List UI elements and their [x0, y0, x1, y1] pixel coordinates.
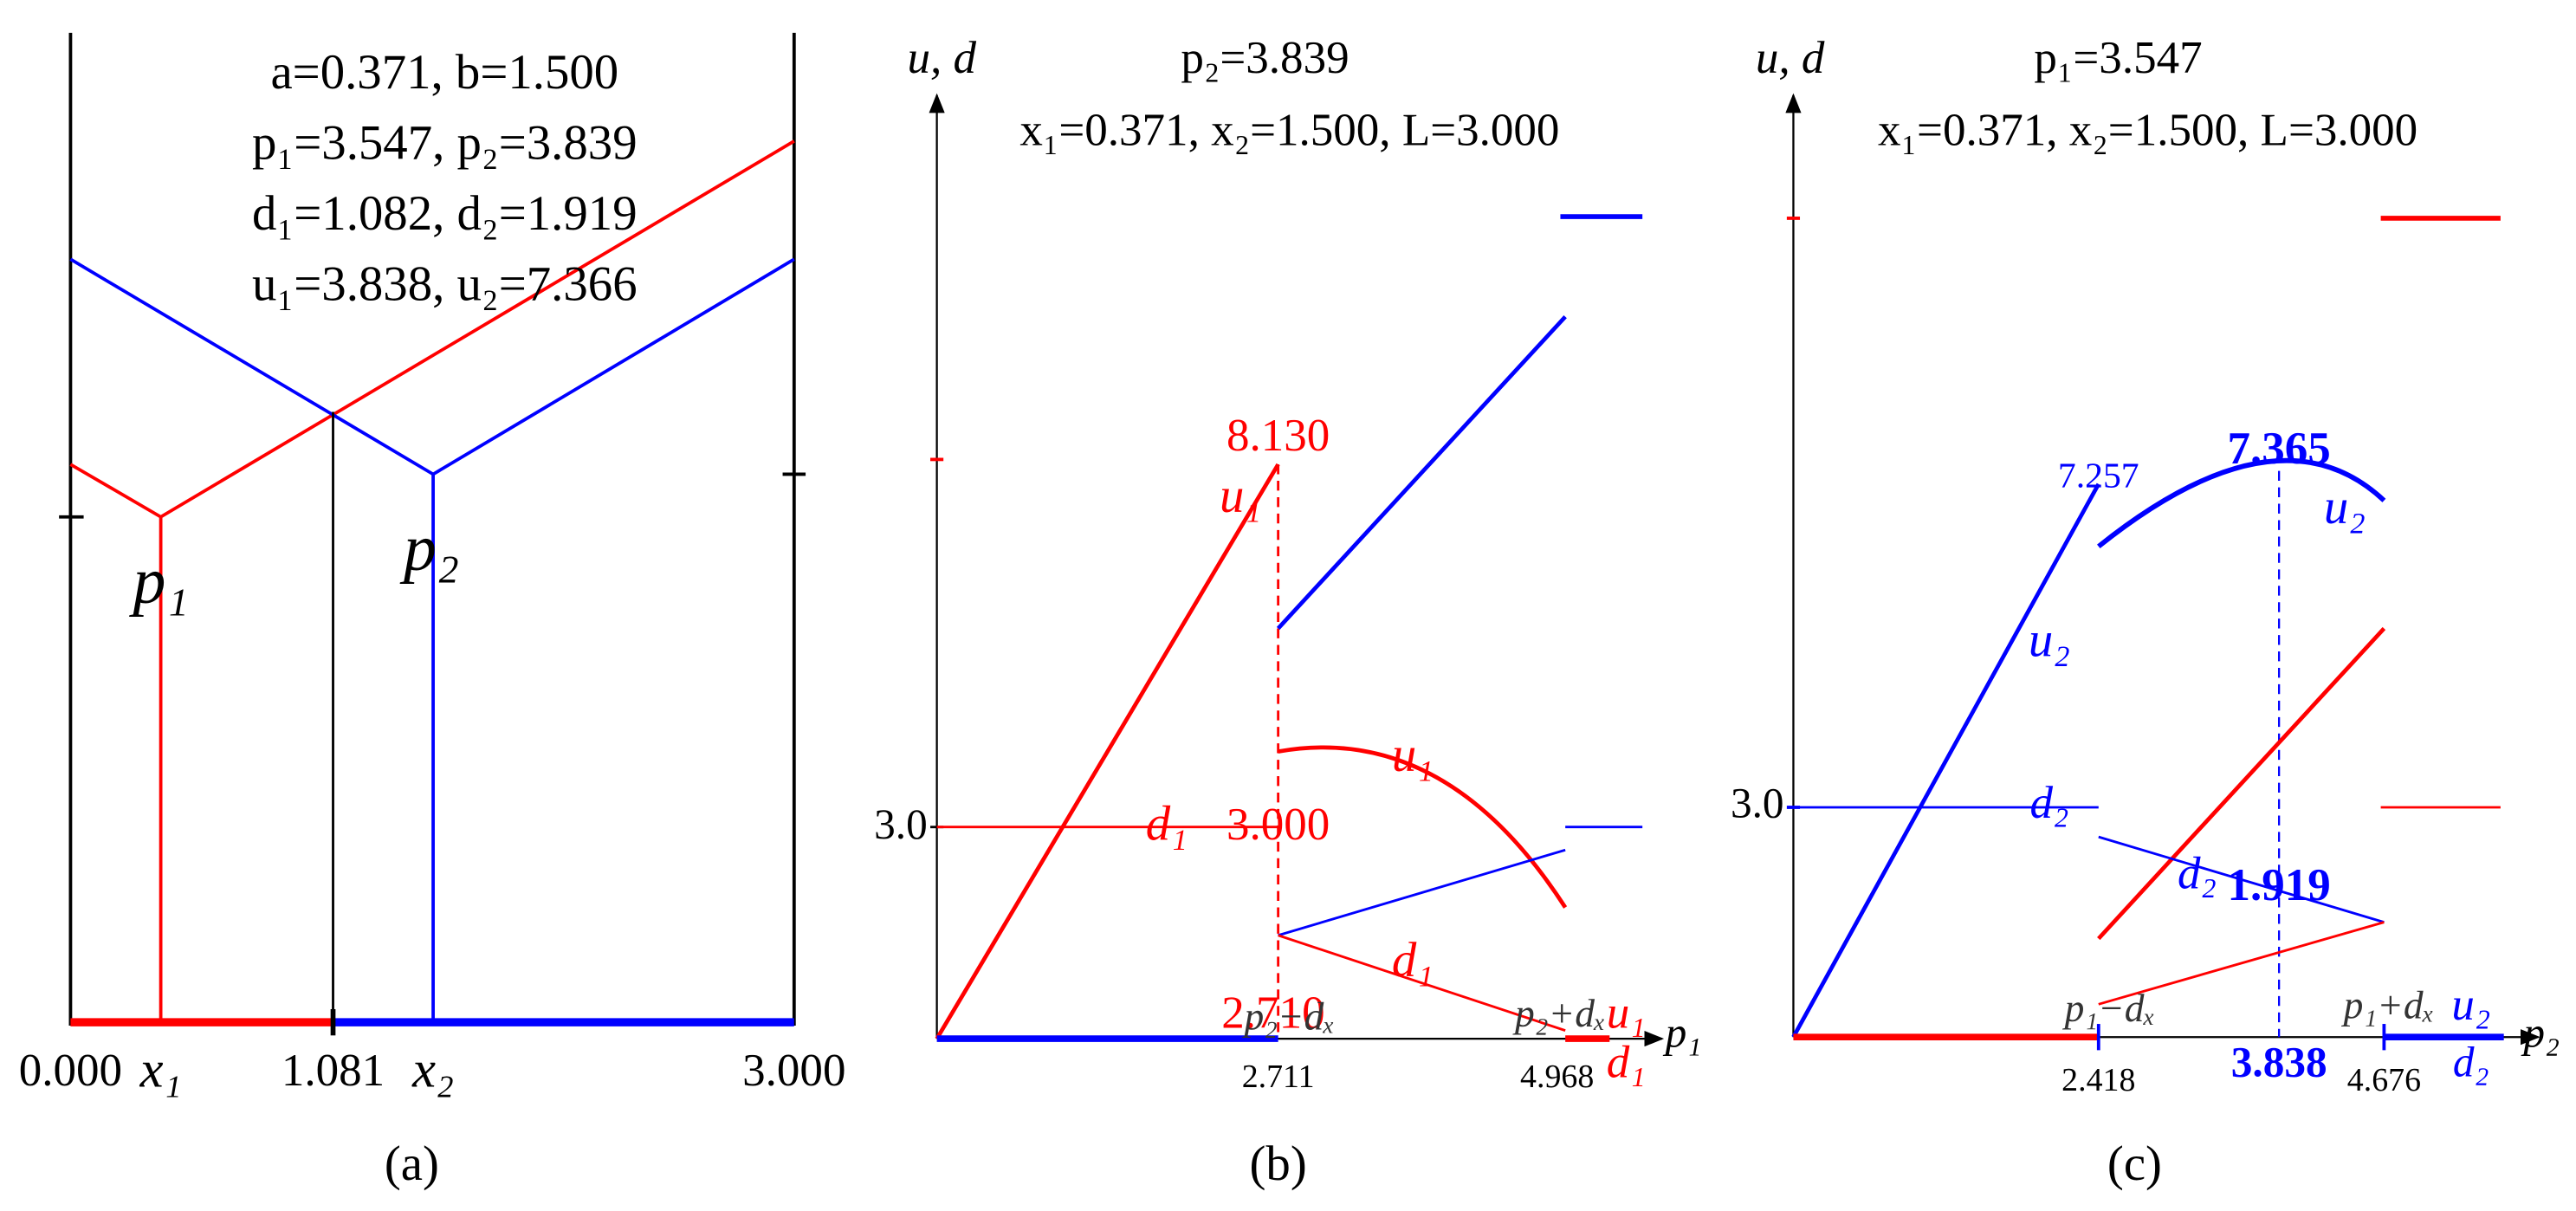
title-line: p₂=3.839: [1181, 33, 1349, 83]
label: d₂: [2029, 778, 2068, 828]
label: 1.081: [282, 1046, 385, 1096]
label: p₁: [128, 545, 188, 618]
blue-line: [1278, 848, 1566, 937]
label: 3.0: [874, 800, 928, 848]
blue-line: [1791, 482, 2100, 1039]
blue-line: [2098, 835, 2385, 923]
label: 3.000: [1227, 800, 1330, 850]
blue-curve: [2097, 457, 2386, 549]
label: 3.0: [1731, 779, 1784, 826]
red-line: [2097, 626, 2386, 941]
label: p₂: [399, 512, 459, 585]
panel-c: [1785, 93, 2540, 1051]
title-line: p₁=3.547: [2034, 33, 2202, 83]
caption: (b): [1250, 1137, 1307, 1191]
title-line: d₁=1.082, d₂=1.919: [252, 186, 638, 241]
label: 2.710: [1221, 988, 1324, 1039]
red-line: [935, 463, 1280, 1040]
label: d₁: [1607, 1037, 1646, 1087]
label: d₂: [2453, 1039, 2489, 1086]
label: p₁−dₓ: [2062, 986, 2156, 1030]
caption: (c): [2107, 1137, 2162, 1191]
axis-label: u, d: [908, 33, 977, 83]
label: p₂−dₓ: [1241, 994, 1335, 1039]
label: 2.418: [2061, 1062, 2135, 1098]
caption: (a): [385, 1137, 439, 1191]
label: 8.130: [1227, 411, 1330, 461]
label: 3.838: [2231, 1039, 2327, 1086]
title-line: x₁=0.371, x₂=1.500, L=3.000: [1019, 106, 1559, 156]
blue-line: [1276, 314, 1567, 631]
label: u₁: [1607, 988, 1646, 1039]
label: x₂: [411, 1041, 454, 1099]
label: p₁+dₓ: [2341, 982, 2435, 1026]
label: p₁: [1663, 1009, 1702, 1057]
label: 4.968: [1520, 1059, 1594, 1095]
label: 2.711: [1242, 1059, 1315, 1095]
title-line: x₁=0.371, x₂=1.500, L=3.000: [1878, 106, 2417, 156]
label: p₂+dₓ: [1512, 991, 1606, 1035]
label: p₂: [2521, 1009, 2560, 1057]
label: d₁: [1146, 797, 1188, 852]
label: 7.257: [2058, 457, 2139, 496]
title-line: a=0.371, b=1.500: [270, 45, 618, 100]
label: x₁: [139, 1041, 182, 1099]
label: d₂: [2178, 849, 2217, 899]
label: 1.919: [2227, 860, 2330, 910]
label: 0.000: [19, 1046, 122, 1096]
panel-a: [59, 32, 806, 1036]
label: 3.000: [742, 1046, 845, 1096]
label: u₁: [1392, 728, 1434, 782]
red-line: [1278, 934, 1566, 1032]
label: d₁: [1392, 933, 1434, 988]
label: 7.365: [2227, 424, 2330, 474]
label: u₂: [2324, 480, 2366, 534]
label: 4.676: [2347, 1062, 2421, 1098]
axis-label: u, d: [1756, 33, 1825, 83]
label: u₂: [2029, 613, 2070, 668]
red-line: [2098, 921, 2385, 1006]
panel-b: [929, 93, 1665, 1047]
title-line: u₁=3.838, u₂=7.366: [252, 256, 638, 311]
label: u₂: [2451, 980, 2490, 1030]
red-curve: [1278, 745, 1568, 909]
title-line: p₁=3.547, p₂=3.839: [252, 116, 638, 171]
label: u₁: [1220, 469, 1261, 523]
